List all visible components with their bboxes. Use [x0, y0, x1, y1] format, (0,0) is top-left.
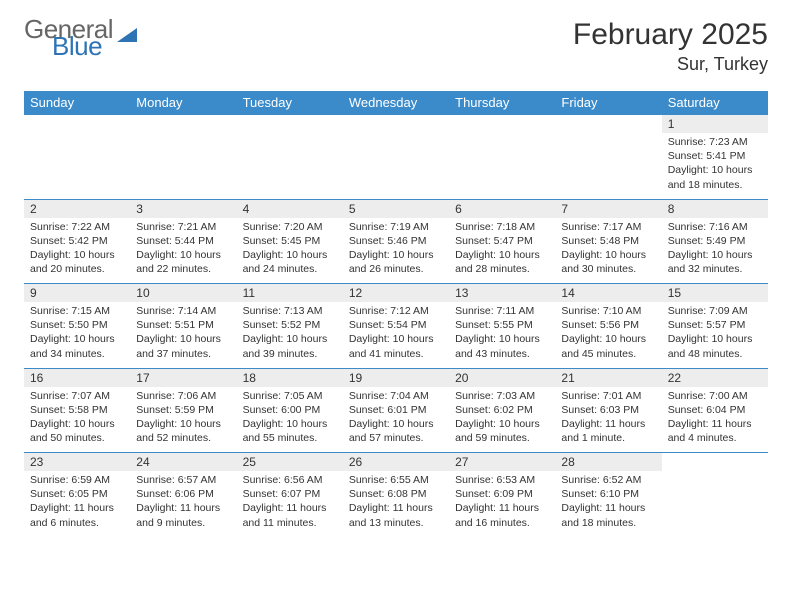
day-number-cell: 6 — [449, 199, 555, 218]
day-number-row: 1 — [24, 115, 768, 134]
day-number-cell: 16 — [24, 368, 130, 387]
day-detail-cell: Sunrise: 7:18 AMSunset: 5:47 PMDaylight:… — [449, 218, 555, 284]
day-number-cell: 4 — [237, 199, 343, 218]
day-detail-cell: Sunrise: 6:53 AMSunset: 6:09 PMDaylight:… — [449, 471, 555, 537]
day-detail-cell — [662, 471, 768, 537]
day-number-cell: 18 — [237, 368, 343, 387]
day-detail-cell — [555, 133, 661, 199]
day-detail-cell: Sunrise: 7:07 AMSunset: 5:58 PMDaylight:… — [24, 387, 130, 453]
day-detail-cell — [237, 133, 343, 199]
day-number-cell: 15 — [662, 284, 768, 303]
day-number-cell: 28 — [555, 453, 661, 472]
day-detail-cell: Sunrise: 6:55 AMSunset: 6:08 PMDaylight:… — [343, 471, 449, 537]
page-title: February 2025 — [573, 18, 768, 52]
day-number-cell: 23 — [24, 453, 130, 472]
day-number-row: 232425262728 — [24, 453, 768, 472]
day-number-cell: 22 — [662, 368, 768, 387]
day-number-cell: 19 — [343, 368, 449, 387]
day-detail-cell: Sunrise: 7:14 AMSunset: 5:51 PMDaylight:… — [130, 302, 236, 368]
day-detail-cell: Sunrise: 7:04 AMSunset: 6:01 PMDaylight:… — [343, 387, 449, 453]
day-detail-cell: Sunrise: 7:20 AMSunset: 5:45 PMDaylight:… — [237, 218, 343, 284]
day-detail-cell — [343, 133, 449, 199]
calendar-table: SundayMondayTuesdayWednesdayThursdayFrid… — [24, 91, 768, 537]
day-number-cell: 17 — [130, 368, 236, 387]
day-number-cell — [662, 453, 768, 472]
location-label: Sur, Turkey — [573, 54, 768, 75]
weekday-header: Thursday — [449, 91, 555, 115]
day-detail-cell: Sunrise: 7:01 AMSunset: 6:03 PMDaylight:… — [555, 387, 661, 453]
calendar-page: General Blue February 2025 Sur, Turkey S… — [0, 0, 792, 555]
day-number-cell: 24 — [130, 453, 236, 472]
weekday-header: Monday — [130, 91, 236, 115]
day-detail-cell: Sunrise: 7:05 AMSunset: 6:00 PMDaylight:… — [237, 387, 343, 453]
day-detail-cell: Sunrise: 7:19 AMSunset: 5:46 PMDaylight:… — [343, 218, 449, 284]
day-number-cell — [555, 115, 661, 134]
day-detail-cell: Sunrise: 7:16 AMSunset: 5:49 PMDaylight:… — [662, 218, 768, 284]
day-detail-cell: Sunrise: 7:13 AMSunset: 5:52 PMDaylight:… — [237, 302, 343, 368]
day-number-cell — [343, 115, 449, 134]
day-detail-row: Sunrise: 7:23 AMSunset: 5:41 PMDaylight:… — [24, 133, 768, 199]
weekday-header: Tuesday — [237, 91, 343, 115]
day-number-cell: 5 — [343, 199, 449, 218]
weekday-header: Friday — [555, 91, 661, 115]
day-number-cell: 13 — [449, 284, 555, 303]
day-detail-cell: Sunrise: 6:57 AMSunset: 6:06 PMDaylight:… — [130, 471, 236, 537]
day-detail-cell: Sunrise: 7:22 AMSunset: 5:42 PMDaylight:… — [24, 218, 130, 284]
day-detail-cell: Sunrise: 6:59 AMSunset: 6:05 PMDaylight:… — [24, 471, 130, 537]
day-detail-cell — [130, 133, 236, 199]
day-number-cell — [24, 115, 130, 134]
title-block: February 2025 Sur, Turkey — [573, 18, 768, 75]
header: General Blue February 2025 Sur, Turkey — [24, 18, 768, 75]
day-number-cell: 14 — [555, 284, 661, 303]
day-detail-cell: Sunrise: 7:06 AMSunset: 5:59 PMDaylight:… — [130, 387, 236, 453]
day-detail-cell: Sunrise: 7:10 AMSunset: 5:56 PMDaylight:… — [555, 302, 661, 368]
day-detail-cell: Sunrise: 6:56 AMSunset: 6:07 PMDaylight:… — [237, 471, 343, 537]
day-number-cell — [449, 115, 555, 134]
day-detail-cell: Sunrise: 7:17 AMSunset: 5:48 PMDaylight:… — [555, 218, 661, 284]
weekday-header: Wednesday — [343, 91, 449, 115]
day-detail-cell: Sunrise: 7:15 AMSunset: 5:50 PMDaylight:… — [24, 302, 130, 368]
day-number-cell: 8 — [662, 199, 768, 218]
day-number-cell: 12 — [343, 284, 449, 303]
brand-word2: Blue — [52, 35, 113, 58]
day-detail-row: Sunrise: 6:59 AMSunset: 6:05 PMDaylight:… — [24, 471, 768, 537]
day-detail-row: Sunrise: 7:22 AMSunset: 5:42 PMDaylight:… — [24, 218, 768, 284]
day-number-cell: 20 — [449, 368, 555, 387]
day-number-cell: 26 — [343, 453, 449, 472]
day-detail-row: Sunrise: 7:07 AMSunset: 5:58 PMDaylight:… — [24, 387, 768, 453]
day-number-cell — [130, 115, 236, 134]
brand-triangle-icon — [117, 28, 137, 42]
day-detail-cell — [24, 133, 130, 199]
day-detail-cell: Sunrise: 6:52 AMSunset: 6:10 PMDaylight:… — [555, 471, 661, 537]
day-detail-cell: Sunrise: 7:00 AMSunset: 6:04 PMDaylight:… — [662, 387, 768, 453]
day-number-cell: 7 — [555, 199, 661, 218]
day-number-cell: 9 — [24, 284, 130, 303]
day-number-cell: 25 — [237, 453, 343, 472]
day-detail-cell: Sunrise: 7:11 AMSunset: 5:55 PMDaylight:… — [449, 302, 555, 368]
day-detail-cell: Sunrise: 7:21 AMSunset: 5:44 PMDaylight:… — [130, 218, 236, 284]
day-number-cell: 27 — [449, 453, 555, 472]
brand-logo: General Blue — [24, 18, 137, 59]
weekday-header-row: SundayMondayTuesdayWednesdayThursdayFrid… — [24, 91, 768, 115]
day-number-cell: 2 — [24, 199, 130, 218]
day-detail-cell — [449, 133, 555, 199]
weekday-header: Saturday — [662, 91, 768, 115]
day-number-row: 2345678 — [24, 199, 768, 218]
day-number-cell: 1 — [662, 115, 768, 134]
day-detail-cell: Sunrise: 7:09 AMSunset: 5:57 PMDaylight:… — [662, 302, 768, 368]
day-number-cell: 10 — [130, 284, 236, 303]
day-detail-cell: Sunrise: 7:23 AMSunset: 5:41 PMDaylight:… — [662, 133, 768, 199]
day-detail-row: Sunrise: 7:15 AMSunset: 5:50 PMDaylight:… — [24, 302, 768, 368]
day-detail-cell: Sunrise: 7:12 AMSunset: 5:54 PMDaylight:… — [343, 302, 449, 368]
weekday-header: Sunday — [24, 91, 130, 115]
day-number-cell: 11 — [237, 284, 343, 303]
day-number-row: 16171819202122 — [24, 368, 768, 387]
day-number-cell — [237, 115, 343, 134]
day-number-cell: 3 — [130, 199, 236, 218]
day-number-cell: 21 — [555, 368, 661, 387]
day-number-row: 9101112131415 — [24, 284, 768, 303]
day-detail-cell: Sunrise: 7:03 AMSunset: 6:02 PMDaylight:… — [449, 387, 555, 453]
